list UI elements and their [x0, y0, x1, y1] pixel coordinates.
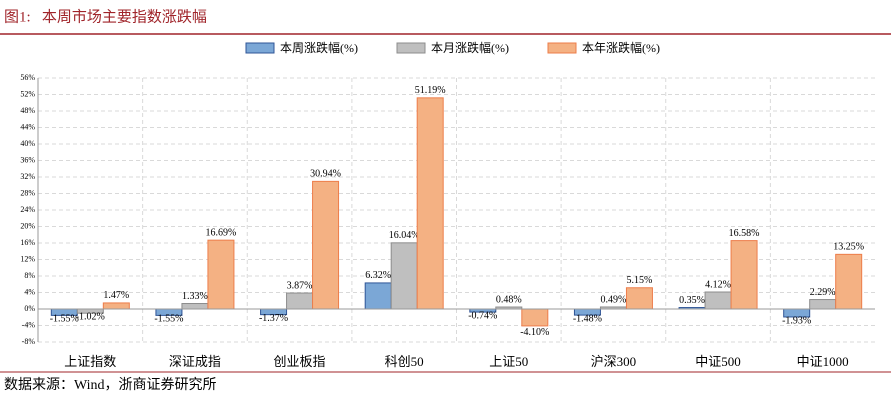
x-tick-label: 上证指数: [64, 354, 116, 369]
y-tick-label: 16%: [20, 238, 35, 247]
x-tick-label: 中证500: [695, 354, 741, 369]
value-label: -1.02%: [76, 312, 105, 323]
value-label: 1.33%: [182, 291, 208, 302]
bar: [521, 308, 549, 327]
value-label: -4.10%: [520, 327, 549, 338]
y-tick-label: 36%: [20, 155, 35, 164]
value-label: 5.15%: [627, 275, 653, 286]
y-tick-label: 12%: [20, 254, 35, 263]
bar: [809, 299, 837, 310]
bar: [390, 242, 418, 310]
source-note: 数据来源：Wind，浙商证券研究所: [4, 377, 217, 393]
legend-swatch: [396, 42, 426, 54]
x-tick-label: 中证1000: [797, 354, 849, 369]
value-label: 4.12%: [705, 279, 731, 290]
y-tick-label: -4%: [22, 320, 36, 329]
legend-swatch: [245, 42, 275, 54]
value-label: -1.93%: [782, 315, 811, 326]
value-label: -1.48%: [573, 313, 602, 324]
y-tick-label: 0%: [24, 304, 35, 313]
legend-swatch: [547, 42, 577, 54]
value-label: 3.87%: [287, 280, 313, 291]
bar: [416, 97, 444, 310]
value-label: 1.47%: [103, 290, 129, 301]
y-tick-label: 52%: [20, 89, 35, 98]
y-tick-label: 20%: [20, 221, 35, 230]
y-tick-label: -8%: [22, 337, 36, 346]
legend-label: 本年涨跌幅(%): [582, 40, 660, 55]
bar: [835, 253, 863, 310]
x-tick-label: 上证50: [489, 354, 528, 369]
value-label: 16.69%: [206, 227, 237, 238]
value-label: -0.74%: [468, 310, 497, 321]
bar: [181, 303, 209, 310]
value-label: 0.48%: [496, 294, 522, 305]
value-label: 16.58%: [729, 228, 760, 239]
y-tick-label: 48%: [20, 106, 35, 115]
figure-title: 图1: 本周市场主要指数涨跌幅: [4, 8, 207, 25]
value-label: 16.04%: [389, 230, 420, 241]
y-tick-label: 8%: [24, 271, 35, 280]
y-tick-label: 44%: [20, 122, 35, 131]
bar: [625, 287, 653, 310]
value-label: 2.29%: [810, 287, 836, 298]
bar: [364, 282, 392, 310]
x-tick-label: 科创50: [385, 354, 424, 369]
y-tick-label: 40%: [20, 139, 35, 148]
x-tick-label: 创业板指: [274, 354, 326, 369]
x-tick-label: 深证成指: [169, 354, 221, 369]
value-label: -1.55%: [154, 314, 183, 325]
y-tick-label: 24%: [20, 205, 35, 214]
value-label: 30.94%: [310, 169, 341, 180]
value-label: -1.37%: [259, 313, 288, 324]
y-tick-label: 28%: [20, 188, 35, 197]
bar: [286, 292, 314, 310]
value-label: 51.19%: [415, 85, 446, 96]
bar: [102, 302, 130, 310]
x-tick-label: 沪深300: [591, 354, 637, 369]
value-label: 0.35%: [679, 295, 705, 306]
bar: [207, 239, 235, 310]
value-label: -1.55%: [50, 314, 79, 325]
bar: [704, 291, 732, 310]
legend-label: 本周涨跌幅(%): [280, 40, 358, 55]
legend-label: 本月涨跌幅(%): [431, 40, 509, 55]
bar: [730, 240, 758, 310]
y-tick-label: 4%: [24, 287, 35, 296]
y-tick-label: 32%: [20, 172, 35, 181]
value-label: 6.32%: [365, 270, 391, 281]
y-tick-label: 56%: [20, 73, 35, 82]
value-label: 13.25%: [833, 242, 864, 253]
value-label: 0.49%: [601, 294, 627, 305]
bar: [312, 180, 340, 310]
